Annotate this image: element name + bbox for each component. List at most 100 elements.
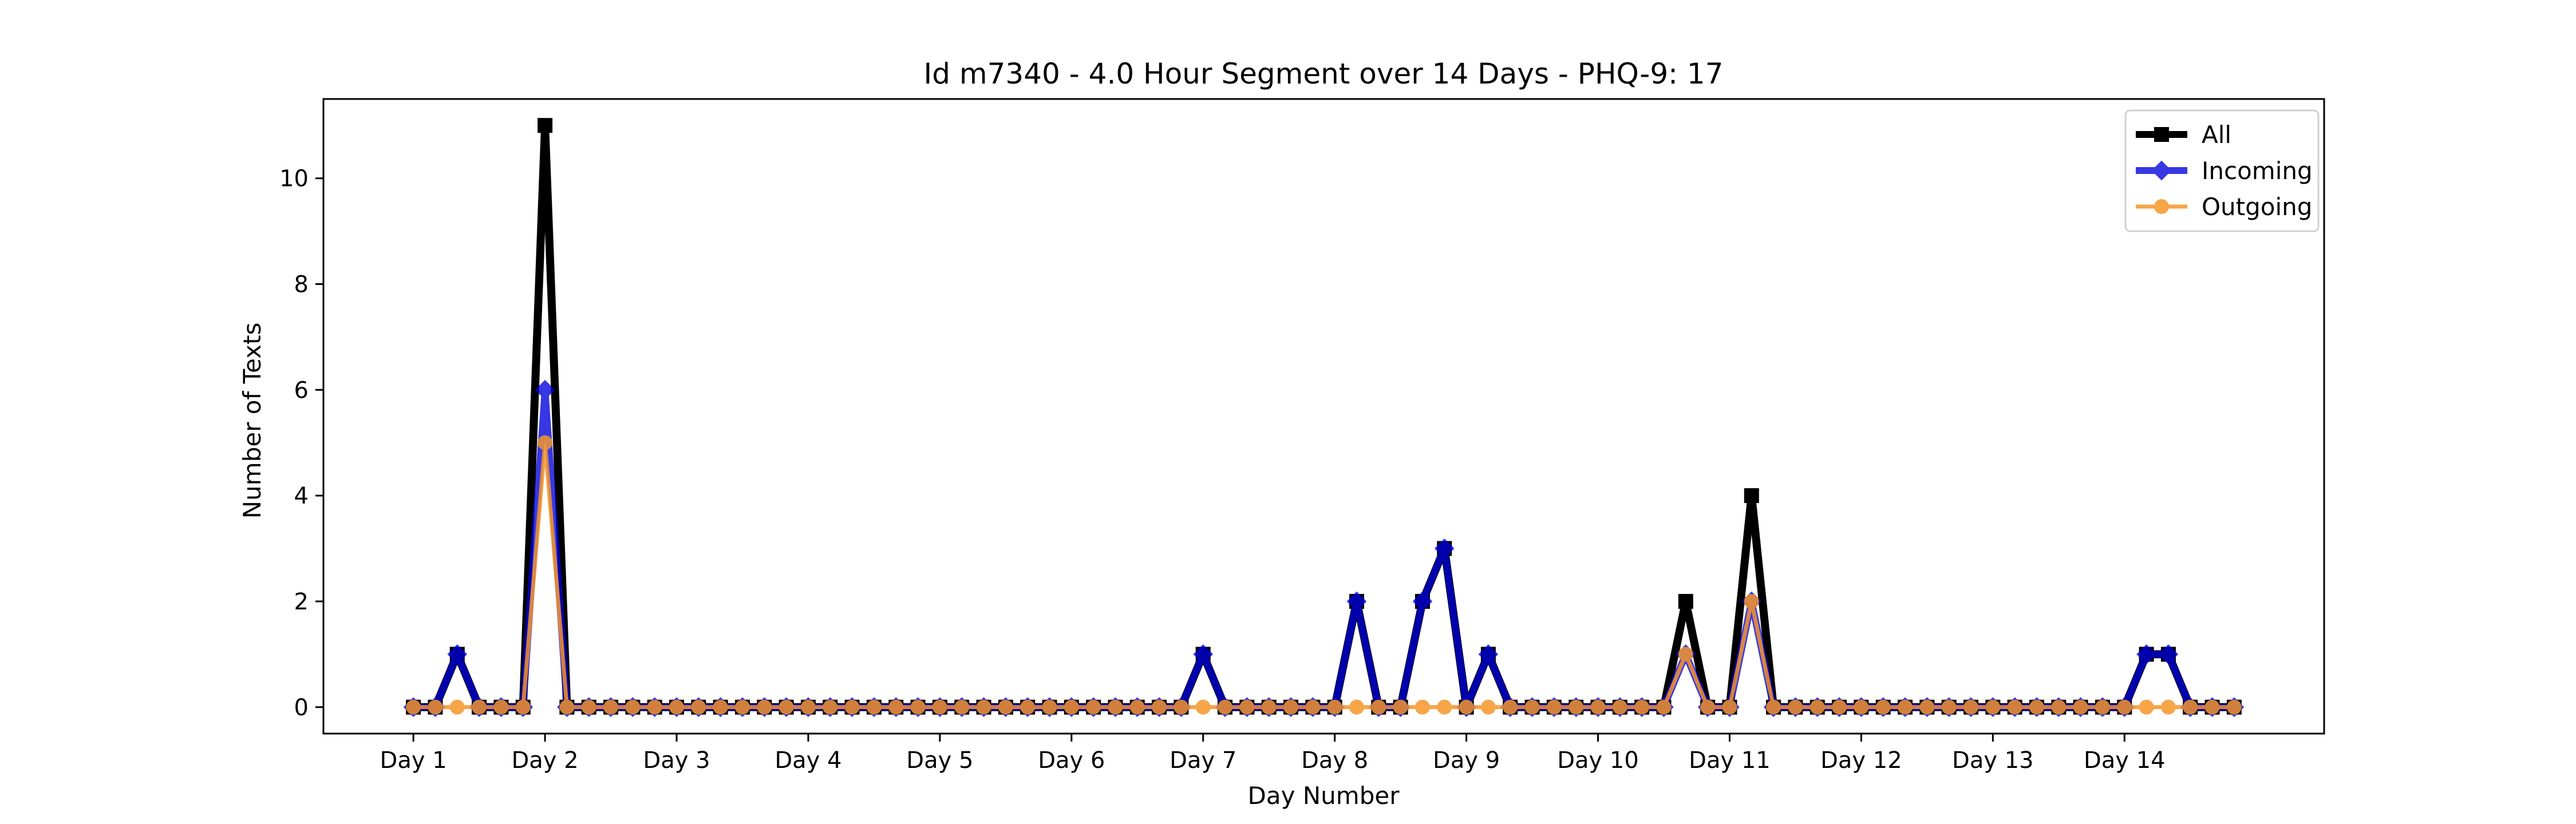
data-point-outgoing [2183, 699, 2198, 715]
data-point-outgoing [2139, 699, 2154, 715]
data-point-outgoing [2160, 699, 2176, 715]
data-point-all [1744, 488, 1759, 504]
x-tick-label: Day 4 [775, 747, 841, 774]
y-tick-label: 8 [294, 271, 309, 298]
data-point-outgoing [1239, 699, 1255, 715]
data-point-outgoing [2226, 699, 2242, 715]
data-point-outgoing [1744, 593, 1759, 609]
data-point-outgoing [910, 699, 926, 715]
data-point-outgoing [888, 699, 904, 715]
data-point-all [1678, 593, 1693, 609]
data-point-outgoing [1634, 699, 1650, 715]
y-axis-label: Number of Texts [238, 323, 266, 519]
data-point-outgoing [1129, 699, 1145, 715]
data-point-outgoing [538, 435, 553, 450]
data-point-outgoing [691, 699, 706, 715]
chart-title: Id m7340 - 4.0 Hour Segment over 14 Days… [923, 57, 1723, 90]
data-point-incoming [535, 379, 555, 400]
data-point-outgoing [1371, 699, 1386, 715]
data-point-outgoing [1568, 699, 1584, 715]
data-point-outgoing [2073, 699, 2088, 715]
data-point-outgoing [1919, 699, 1935, 715]
legend-label-incoming: Incoming [2202, 157, 2313, 185]
data-point-outgoing [844, 699, 860, 715]
data-point-outgoing [2051, 699, 2067, 715]
data-point-outgoing [1722, 699, 1737, 715]
data-point-outgoing [428, 699, 443, 715]
data-point-outgoing [2117, 699, 2132, 715]
data-point-outgoing [1152, 699, 1167, 715]
data-point-outgoing [1941, 699, 1957, 715]
data-point-outgoing [1393, 699, 1408, 715]
data-point-outgoing [603, 699, 619, 715]
legend-label-outgoing: Outgoing [2202, 193, 2312, 221]
data-point-incoming [1478, 644, 1499, 664]
data-point-incoming [1434, 538, 1455, 558]
data-point-outgoing [1875, 699, 1891, 715]
data-point-outgoing [625, 699, 641, 715]
data-point-outgoing [1985, 699, 2001, 715]
data-point-outgoing [1963, 699, 1979, 715]
data-point-outgoing [1020, 699, 1036, 715]
data-point-outgoing [1898, 699, 1913, 715]
x-tick-label: Day 5 [906, 747, 973, 774]
data-point-outgoing [954, 699, 970, 715]
x-tick-label: Day 6 [1038, 747, 1105, 774]
y-tick-label: 2 [294, 589, 309, 615]
x-tick-label: Day 13 [1952, 747, 2034, 774]
data-point-outgoing [1503, 699, 1518, 715]
plot-area: 0 2 4 6 8 10 Day 1 Day 2 Day 3 Day 4 Day 5 Day 6 Day… [279, 98, 2325, 774]
data-point-outgoing [493, 699, 509, 715]
series-outgoing [406, 435, 2242, 715]
data-point-outgoing [647, 699, 662, 715]
data-point-outgoing [1305, 699, 1321, 715]
legend-box [2124, 109, 2320, 232]
data-point-outgoing [1524, 699, 1540, 715]
x-tick-label: Day 12 [1820, 747, 1902, 774]
x-tick-label: Day 1 [380, 747, 447, 774]
legend-entry-outgoing [2136, 199, 2187, 214]
legend-marker-outgoing [2154, 199, 2169, 214]
data-point-incoming [2136, 644, 2156, 664]
data-point-outgoing [559, 699, 575, 715]
data-point-outgoing [1261, 699, 1277, 715]
data-point-outgoing [779, 699, 794, 715]
x-tick-label: Day 3 [643, 747, 710, 774]
x-tick-label: Day 11 [1689, 747, 1771, 774]
data-point-outgoing [515, 699, 531, 715]
x-tick-label: Day 14 [2084, 747, 2166, 774]
data-point-outgoing [1656, 699, 1672, 715]
data-point-outgoing [1590, 699, 1606, 715]
x-tick-label: Day 9 [1433, 747, 1500, 774]
data-point-outgoing [1766, 699, 1781, 715]
data-point-outgoing [1108, 699, 1123, 715]
legend-entry-incoming [2136, 160, 2187, 181]
plot-frame [322, 98, 2325, 735]
x-tick-label: Day 10 [1557, 747, 1639, 774]
data-point-outgoing [2095, 699, 2110, 715]
data-point-incoming [1346, 591, 1367, 612]
data-point-outgoing [932, 699, 947, 715]
data-point-outgoing [1283, 699, 1299, 715]
legend-entry-all [2136, 127, 2187, 142]
data-point-outgoing [1042, 699, 1057, 715]
data-point-outgoing [1612, 699, 1627, 715]
data-point-all [538, 118, 553, 133]
data-point-incoming [447, 644, 468, 664]
data-point-outgoing [1700, 699, 1716, 715]
data-point-incoming [1412, 591, 1433, 612]
data-point-outgoing [800, 699, 816, 715]
x-tick-label: Day 7 [1170, 747, 1236, 774]
legend-marker-incoming [2151, 160, 2172, 181]
data-point-outgoing [472, 699, 487, 715]
data-point-outgoing [1809, 699, 1825, 715]
x-axis-label: Day Number [1247, 782, 1400, 810]
data-point-outgoing [734, 699, 750, 715]
y-tick-label: 10 [279, 166, 309, 192]
data-point-outgoing [2029, 699, 2044, 715]
data-point-outgoing [669, 699, 684, 715]
data-point-outgoing [823, 699, 838, 715]
data-point-outgoing [1832, 699, 1847, 715]
data-point-outgoing [2204, 699, 2220, 715]
